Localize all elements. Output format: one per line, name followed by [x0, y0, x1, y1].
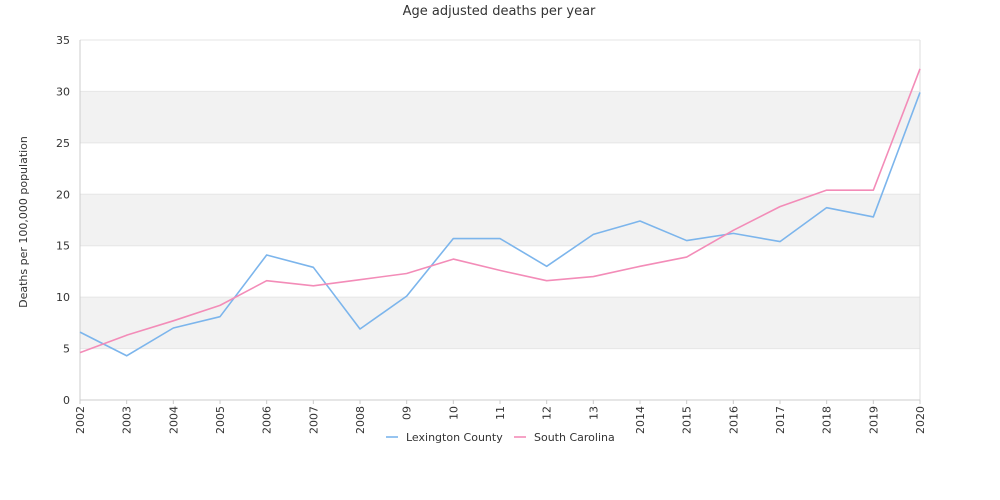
x-tick-label: 2008 [354, 406, 367, 434]
y-tick-label: 15 [56, 240, 70, 253]
x-tick-label: 2006 [261, 406, 274, 434]
x-tick-label: 2005 [214, 406, 227, 434]
x-tick-label: 2020 [914, 406, 927, 434]
x-tick-label: 2002 [74, 406, 87, 434]
x-tick-label: 2003 [121, 406, 134, 434]
y-tick-label: 5 [63, 343, 70, 356]
x-tick-label: 2019 [867, 406, 880, 434]
x-tick-label: 2018 [821, 406, 834, 434]
x-tick-label: 2017 [774, 406, 787, 434]
legend-label: South Carolina [534, 431, 615, 444]
series-line-0 [79, 92, 921, 357]
chart-title: Age adjusted deaths per year [403, 4, 596, 19]
grid-band [80, 194, 920, 246]
y-tick-label: 10 [56, 291, 70, 304]
y-tick-label: 25 [56, 137, 70, 150]
x-tick-label: 10 [447, 406, 460, 420]
series-line-1 [79, 68, 921, 354]
legend-label: Lexington County [406, 431, 503, 444]
y-tick-label: 0 [63, 394, 70, 407]
y-axis-label: Deaths per 100,000 population [17, 136, 30, 308]
x-tick-label: 2016 [727, 406, 740, 434]
grid-band [80, 91, 920, 143]
y-tick-label: 35 [56, 34, 70, 47]
series-lines [79, 68, 921, 357]
x-tick-label: 11 [494, 406, 507, 420]
y-axis-ticks: 0 5 10 15 20 25 30 35 [56, 34, 70, 407]
x-tick-label: 13 [587, 406, 600, 420]
x-tick-label: 2007 [307, 406, 320, 434]
x-tick-label: 09 [401, 406, 414, 420]
x-tick-label: 2015 [681, 406, 694, 434]
y-tick-label: 20 [56, 188, 70, 201]
x-axis-ticks: 2002 2003 2004 2005 2006 2007 2008 09 10 11 12 13 20… [74, 400, 927, 434]
x-tick-label: 12 [541, 406, 554, 420]
grid-band [80, 297, 920, 349]
plot-bands [80, 91, 920, 349]
x-tick-label: 2014 [634, 406, 647, 434]
y-tick-label: 30 [56, 85, 70, 98]
x-tick-label: 2004 [167, 406, 180, 434]
legend: Lexington County South Carolina [386, 431, 615, 444]
